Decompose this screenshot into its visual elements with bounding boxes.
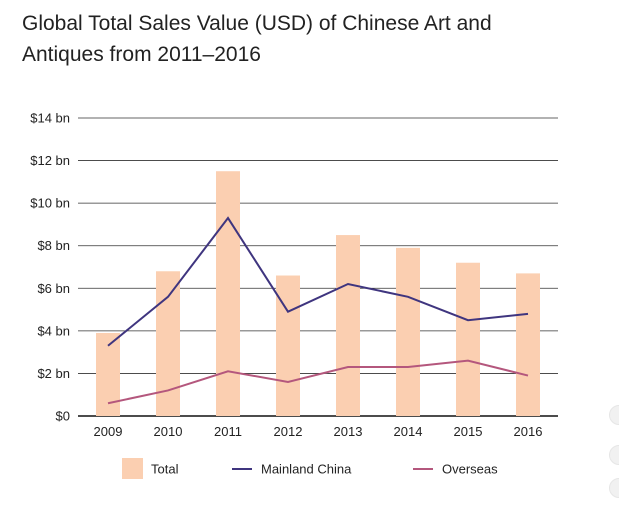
- bar-total-2016: [516, 273, 540, 416]
- x-tick-label: 2012: [274, 424, 303, 439]
- y-tick-label: $8 bn: [37, 238, 70, 253]
- bar-total-2012: [276, 275, 300, 416]
- x-tick-label: 2010: [154, 424, 183, 439]
- x-tick-label: 2009: [94, 424, 123, 439]
- bar-total-2010: [156, 271, 180, 416]
- y-tick-label: $4 bn: [37, 323, 70, 338]
- bar-series: [96, 171, 540, 416]
- chart-title-line-1: Global Total Sales Value (USD) of Chines…: [22, 12, 492, 35]
- legend-label-total: Total: [151, 462, 179, 477]
- bar-total-2011: [216, 171, 240, 416]
- x-axis: 2009 2010 2011 2012 2013 2014 2015 2016: [94, 424, 543, 439]
- legend-label-mainland-china: Mainland China: [261, 462, 352, 477]
- legend: Total Mainland China Overseas: [122, 458, 498, 479]
- x-tick-label: 2016: [514, 424, 543, 439]
- bar-total-2015: [456, 262, 480, 416]
- gridlines: [78, 117, 558, 417]
- x-tick-label: 2014: [394, 424, 423, 439]
- line-mainland-china: [107, 216, 529, 347]
- x-tick-label: 2011: [214, 424, 242, 439]
- line-overseas: [107, 359, 529, 405]
- chart-title: Global Total Sales Value (USD) of Chines…: [22, 8, 582, 70]
- y-tick-label: $14 bn: [30, 111, 70, 126]
- x-tick-label: 2015: [454, 424, 483, 439]
- bar-total-2013: [336, 235, 360, 416]
- x-tick-label: 2013: [334, 424, 363, 439]
- y-axis: $0 $2 bn $4 bn $6 bn $8 bn $10 bn $12 bn $14 bn: [30, 111, 70, 424]
- y-tick-label: $12 bn: [30, 153, 70, 168]
- legend-swatch-total: [122, 458, 143, 479]
- legend-label-overseas: Overseas: [442, 462, 498, 477]
- y-tick-label: $2 bn: [37, 366, 70, 381]
- y-tick-label: $6 bn: [37, 281, 70, 296]
- chart-title-line-2: Antiques from 2011–2016: [22, 43, 261, 66]
- bar-total-2014: [396, 247, 420, 416]
- line-series: [107, 216, 529, 405]
- y-tick-label: $10 bn: [30, 196, 70, 211]
- y-tick-label: $0: [56, 409, 70, 424]
